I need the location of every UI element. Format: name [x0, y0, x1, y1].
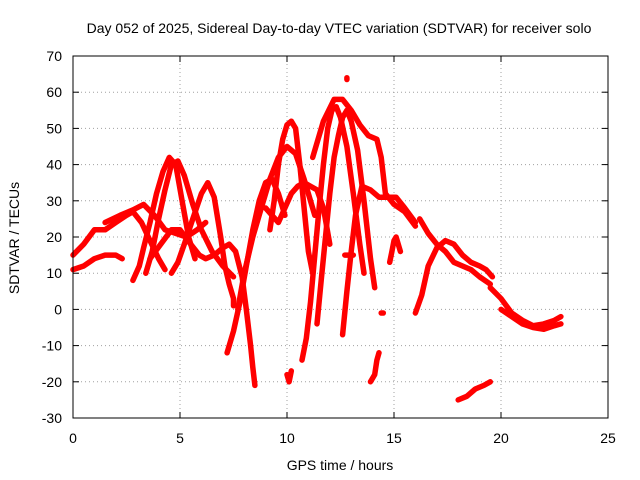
y-tick-label: 50 [46, 120, 62, 136]
series-arc-7 [168, 179, 237, 309]
y-axis: -30 -20 -10 0 10 20 30 40 50 60 70 [42, 48, 608, 426]
series-arc-2 [70, 252, 125, 273]
y-tick-label: -30 [42, 410, 62, 426]
y-tick-label: 0 [54, 301, 62, 317]
series-arc-14 [314, 107, 378, 327]
chart-title: Day 052 of 2025, Sidereal Day-to-day VTE… [87, 20, 592, 36]
y-tick-label: 60 [46, 84, 62, 100]
series-arc-19 [367, 350, 382, 385]
x-tick-label: 15 [386, 430, 402, 446]
series-arc-6 [147, 227, 258, 389]
x-tick-label: 20 [493, 430, 509, 446]
data-series [70, 74, 564, 403]
series-arc-22 [412, 237, 496, 316]
y-tick-label: 10 [46, 265, 62, 281]
y-axis-title: SDTVAR / TECUs [6, 182, 22, 294]
series-arc-24 [455, 379, 494, 403]
x-tick-label: 25 [600, 430, 616, 446]
y-tick-label: 20 [46, 229, 62, 245]
series-arc-23 [416, 216, 494, 287]
series-arc-26 [498, 306, 564, 333]
y-tick-label: 70 [46, 48, 62, 64]
series-arc-13 [299, 103, 367, 363]
series-arc-10 [267, 118, 316, 276]
x-tick-label: 10 [279, 430, 295, 446]
series-arc-12 [284, 368, 295, 385]
x-axis-title: GPS time / hours [287, 457, 394, 473]
y-tick-label: -20 [42, 374, 62, 390]
x-axis: 0 5 10 15 20 25 [69, 56, 616, 446]
series-arc-21 [386, 234, 404, 266]
y-tick-label: 40 [46, 157, 62, 173]
series-arc-15 [309, 96, 419, 229]
y-tick-label: -10 [42, 338, 62, 354]
y-tick-label: 30 [46, 193, 62, 209]
x-tick-label: 0 [69, 430, 77, 446]
x-tick-label: 5 [176, 430, 184, 446]
series-arc-5 [102, 201, 209, 240]
series-arc-3 [130, 154, 198, 284]
series-arc-16 [339, 183, 419, 338]
